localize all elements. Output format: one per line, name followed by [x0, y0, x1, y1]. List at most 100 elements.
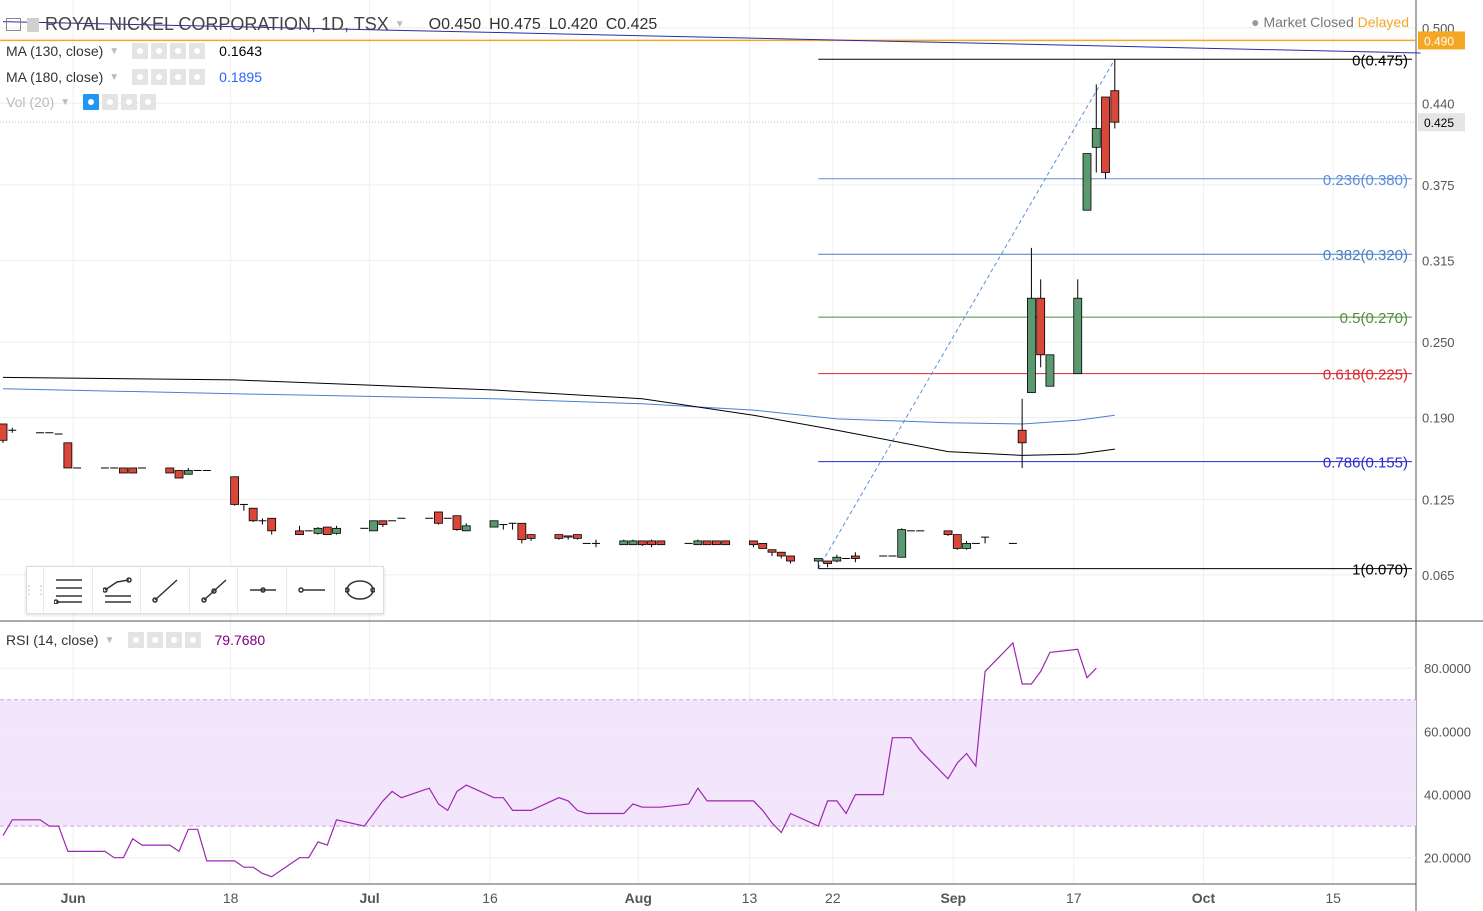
ma130-line [2, 376, 1115, 456]
candle-body [1073, 297, 1083, 375]
close-label: C [605, 15, 618, 33]
rsi-visibility-icon[interactable] [127, 632, 144, 648]
candle-body [712, 540, 721, 546]
high-label: H [489, 15, 501, 33]
price-tick-label: 0.250 [1422, 335, 1455, 350]
fib-extension-icon [102, 577, 132, 603]
ray-icon [200, 579, 227, 603]
candle-body [526, 534, 536, 539]
candle-body [850, 555, 860, 559]
ma180-settings-icon[interactable] [151, 69, 168, 85]
candle-body [332, 527, 341, 534]
candle-body [832, 556, 842, 562]
ma130-remove-icon[interactable] [189, 43, 206, 59]
ma180-legend[interactable]: MA (180, close) ▼ 0.1895 [6, 69, 262, 85]
candle-body [813, 558, 823, 562]
candle-body [369, 520, 379, 532]
candle-body [749, 540, 758, 546]
fib-level-label: 0(0.475) [1352, 52, 1408, 69]
candle-body [378, 520, 388, 525]
open-label: O [428, 15, 442, 33]
fib-retracement-icon [54, 579, 82, 604]
horizontal-ray-tool[interactable] [285, 567, 335, 613]
ray-tool[interactable] [188, 567, 238, 613]
ma130-menu-icon[interactable]: ▼ [109, 45, 120, 57]
candle-body [1045, 354, 1055, 387]
candle-body [776, 551, 786, 557]
trend-line-tool[interactable] [140, 567, 189, 613]
toolbar-drag-handle-icon[interactable]: ⋮⋮ [23, 583, 47, 597]
horizontal-segment-icon [250, 587, 277, 593]
candle-body [248, 507, 258, 522]
time-tick-label: Aug [625, 890, 652, 906]
price-tick-label: 0.375 [1422, 178, 1455, 193]
candle-body [1101, 96, 1110, 173]
symbol-name[interactable]: ROYAL NICKEL CORPORATION, 1D, TSX [45, 14, 389, 34]
rsi-tick-label: 20.0000 [1424, 851, 1471, 866]
rsi-remove-icon[interactable] [184, 632, 201, 648]
fib-level-label: 0.5(0.270) [1340, 310, 1408, 327]
candle-body [1091, 128, 1101, 148]
ma180-add-icon[interactable] [170, 69, 187, 85]
ma180-visibility-icon[interactable] [132, 69, 149, 85]
candle-body [563, 535, 573, 538]
candle-body [647, 540, 656, 546]
rsi-label[interactable]: RSI (14, close) [6, 632, 99, 648]
volume-menu-icon[interactable]: ▼ [60, 96, 71, 108]
candle-body [322, 526, 332, 536]
fib-extension-tool[interactable] [91, 567, 141, 613]
fib-anchor-line [817, 59, 1116, 569]
horizontal-segment-tool[interactable] [237, 567, 286, 613]
status-dot-icon: ● [1251, 14, 1260, 30]
collapse-legend-icon[interactable] [6, 18, 21, 31]
current-price-tag: 0.425 [1424, 116, 1454, 130]
candle-body [573, 534, 582, 539]
rsi-tick-label: 80.0000 [1424, 661, 1471, 676]
ma130-settings-icon[interactable] [151, 43, 168, 59]
symbol-menu-icon[interactable]: ▼ [394, 19, 405, 30]
rsi-menu-icon[interactable]: ▼ [104, 634, 115, 646]
rsi-add-icon[interactable] [165, 632, 182, 648]
volume-add-icon[interactable] [121, 94, 138, 110]
fib-level-label: 0.236(0.380) [1323, 172, 1408, 189]
candle-body [952, 534, 962, 549]
candle-body [767, 549, 777, 553]
volume-label[interactable]: Vol (20) [6, 94, 55, 110]
candle-body [962, 543, 971, 549]
ma180-remove-icon[interactable] [189, 69, 206, 85]
volume-settings-icon[interactable] [102, 94, 119, 110]
volume-visibility-icon[interactable] [83, 94, 100, 110]
candle-body [230, 476, 240, 505]
fib-tools-toolbar: ⋮⋮ [23, 566, 384, 614]
ma130-legend[interactable]: MA (130, close) ▼ 0.1643 [6, 43, 262, 59]
fib-retracement-tool[interactable] [43, 567, 92, 613]
ma180-menu-icon[interactable]: ▼ [109, 71, 120, 83]
candle-body [489, 520, 499, 528]
rsi-tick-label: 60.0000 [1424, 724, 1471, 739]
rsi-legend[interactable]: RSI (14, close) ▼ 79.7680 [6, 632, 265, 648]
candle-body [119, 467, 128, 474]
volume-remove-icon[interactable] [140, 94, 157, 110]
symbol-legend: ROYAL NICKEL CORPORATION, 1D, TSX ▼ O0.4… [0, 14, 657, 35]
low-label: L [548, 15, 558, 33]
ma180-value: 0.1895 [219, 69, 262, 85]
horizontal-line-label-bg [1418, 31, 1465, 50]
rsi-settings-icon[interactable] [146, 632, 163, 648]
time-tick-label: 18 [223, 890, 239, 906]
ma130-label[interactable]: MA (130, close) [6, 43, 104, 59]
ma180-label[interactable]: MA (180, close) [6, 69, 104, 85]
ma130-visibility-icon[interactable] [132, 43, 149, 59]
candle-body [758, 543, 768, 549]
ellipse-tool[interactable] [334, 567, 383, 613]
candle-body [823, 560, 832, 564]
fib-level-label: 0.618(0.225) [1323, 367, 1408, 384]
open-value: 0.450 [441, 15, 482, 33]
price-tick-label: 0.065 [1422, 568, 1455, 583]
volume-legend[interactable]: Vol (20) ▼ [6, 94, 157, 110]
candle-body [897, 529, 907, 558]
ma130-add-icon[interactable] [170, 43, 187, 59]
market-status: ● Market Closed Delayed [1251, 14, 1409, 30]
candle-body [1036, 297, 1046, 356]
candle-body [702, 540, 712, 546]
